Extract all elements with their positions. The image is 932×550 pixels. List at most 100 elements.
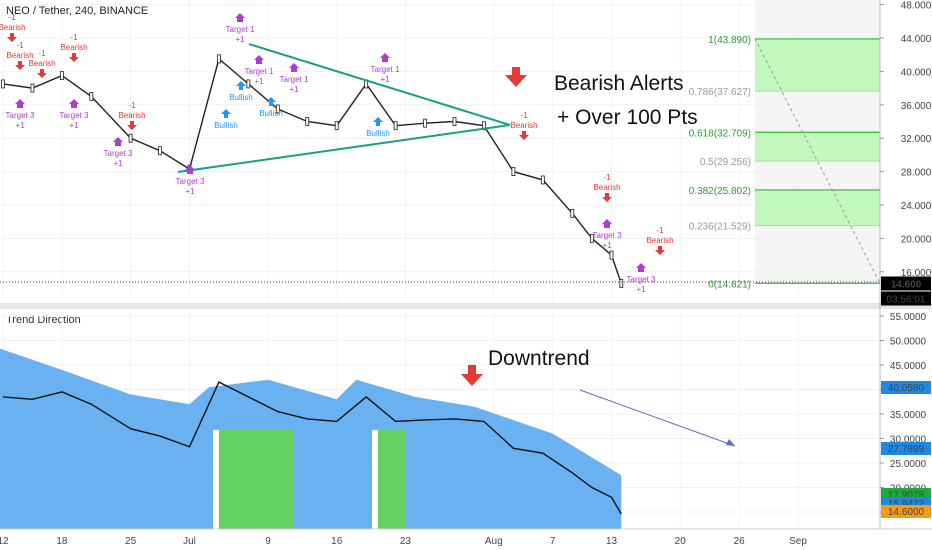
target-signal: Target 1+1 <box>371 53 400 84</box>
indicator-value: 40.0580 <box>888 383 925 394</box>
trend-area-blue <box>0 348 622 529</box>
svg-text:Bearish: Bearish <box>593 183 620 192</box>
last-price-value: 14.600 <box>891 279 922 290</box>
price-candle <box>158 146 162 156</box>
indicator-value: 17.9078 <box>888 490 925 501</box>
svg-text:-1: -1 <box>656 226 664 235</box>
fib-level-label: 0.382(25.802) <box>689 186 751 197</box>
price-axis-tick: 40.000 <box>901 67 932 78</box>
svg-text:Target 1: Target 1 <box>280 75 309 84</box>
target-signal: Target 3+1 <box>6 99 35 130</box>
time-axis-tick: Jul <box>183 536 196 547</box>
svg-text:Target 3: Target 3 <box>104 149 133 158</box>
bullish-signal: Bullish <box>214 109 238 130</box>
fib-level-label: 0.236(21.529) <box>689 222 751 233</box>
bearish-arrow-icon <box>69 53 79 62</box>
bullish-signal: Bullish <box>229 81 253 102</box>
svg-text:Target 3: Target 3 <box>627 275 656 284</box>
svg-text:Target 1: Target 1 <box>371 65 400 74</box>
svg-text:+1: +1 <box>113 159 123 168</box>
price-candle <box>89 92 94 101</box>
price-candle <box>590 233 594 243</box>
svg-text:Bearish: Bearish <box>646 236 673 245</box>
indicator-axis-tick: 45.0000 <box>890 361 927 372</box>
svg-text:Target 1: Target 1 <box>245 67 274 76</box>
triangle-upper-line <box>248 43 511 126</box>
svg-text:Bullish: Bullish <box>214 121 238 130</box>
price-candle <box>275 104 280 114</box>
time-axis-tick: Aug <box>485 536 503 547</box>
svg-text:Bearish: Bearish <box>118 111 145 120</box>
price-axis-tick: 16.000 <box>901 268 932 279</box>
bearish-arrow-icon <box>519 131 529 140</box>
bearish-arrow-icon <box>655 246 665 255</box>
svg-text:Target 3: Target 3 <box>176 177 205 186</box>
target-arrow-icon <box>289 63 299 72</box>
price-candle <box>59 71 64 80</box>
indicator-value-tag <box>881 505 931 518</box>
target-arrow-icon <box>235 13 245 22</box>
svg-text:Target 1: Target 1 <box>226 25 255 34</box>
bearish-arrow-icon <box>15 61 25 70</box>
downtrend-label: Downtrend <box>488 347 590 370</box>
bearish-alert-arrow-icon <box>505 67 527 87</box>
svg-text:Target 3: Target 3 <box>6 111 35 120</box>
svg-text:+1: +1 <box>15 121 25 130</box>
indicator-price-line <box>2 381 622 515</box>
price-candle <box>128 133 133 143</box>
svg-text:Bearish: Bearish <box>0 23 26 32</box>
fib-trend-line <box>754 38 881 284</box>
svg-text:-1: -1 <box>8 13 16 22</box>
bullish-signal: Bullish <box>259 97 283 118</box>
price-candle <box>246 79 251 89</box>
svg-text:Bearish: Bearish <box>28 59 55 68</box>
svg-text:+1: +1 <box>602 241 612 250</box>
chart-title: NEO / Tether, 240, BINANCE <box>6 5 148 17</box>
target-arrow-icon <box>113 137 123 146</box>
svg-text:Bullish: Bullish <box>259 109 283 118</box>
over-100-pts-label: + Over 100 Pts <box>557 106 698 129</box>
fib-level-label: 0.5(29.256) <box>700 157 751 168</box>
time-axis-tick: 16 <box>331 536 343 547</box>
svg-text:-1: -1 <box>520 111 528 120</box>
svg-text:Bearish: Bearish <box>510 121 537 130</box>
svg-text:Bullish: Bullish <box>229 93 253 102</box>
price-candle <box>619 279 624 288</box>
time-axis-tick: 12 <box>0 536 9 547</box>
price-candle <box>393 121 398 131</box>
indicator-axis-tick: 30.0000 <box>890 435 927 446</box>
trend-gap-white <box>372 430 378 529</box>
svg-text:Bearish: Bearish <box>60 43 87 52</box>
triangle-lower-line <box>177 124 511 173</box>
bullish-arrow-icon <box>266 97 276 106</box>
svg-text:-1: -1 <box>70 33 78 42</box>
time-axis-tick: 13 <box>606 536 618 547</box>
time-axis-tick: 9 <box>265 536 271 547</box>
indicator-axis-tick: 55.0000 <box>890 312 927 323</box>
fib-band <box>755 38 880 92</box>
bullish-arrow-icon <box>221 109 231 118</box>
svg-text:+1: +1 <box>235 35 245 44</box>
time-axis-tick: 25 <box>125 536 137 547</box>
price-axis-tick: 36.000 <box>901 101 932 112</box>
indicator-value: 15.9472 <box>888 499 925 510</box>
price-candle <box>305 117 310 126</box>
indicator-axis-tick: 25.0000 <box>890 459 927 470</box>
bullish-arrow-icon <box>236 81 246 90</box>
target-arrow-icon <box>69 99 79 108</box>
bullish-arrow-icon <box>373 117 383 126</box>
target-arrow-icon <box>185 165 195 174</box>
trend-area-green <box>213 430 293 529</box>
target-signal: Target 1+1 <box>245 55 274 86</box>
time-axis-tick: 26 <box>734 536 746 547</box>
fib-level-label: 0.786(37.627) <box>689 87 751 98</box>
fib-band <box>755 189 880 226</box>
svg-text:Target 3: Target 3 <box>593 231 622 240</box>
svg-text:+1: +1 <box>185 187 195 196</box>
